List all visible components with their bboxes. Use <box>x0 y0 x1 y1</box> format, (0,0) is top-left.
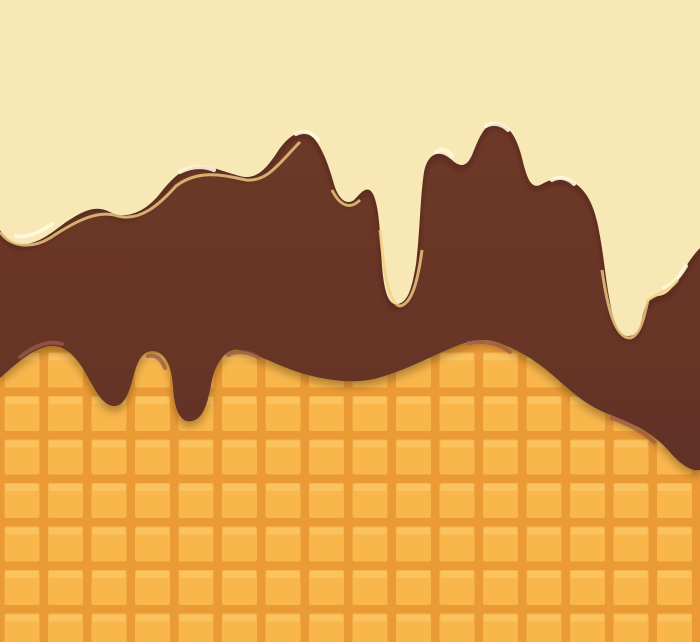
vanilla-rim <box>0 140 680 340</box>
chocolate-highlight <box>18 340 656 444</box>
vanilla-cream-layer <box>0 0 700 336</box>
vanilla-highlight <box>14 121 688 290</box>
